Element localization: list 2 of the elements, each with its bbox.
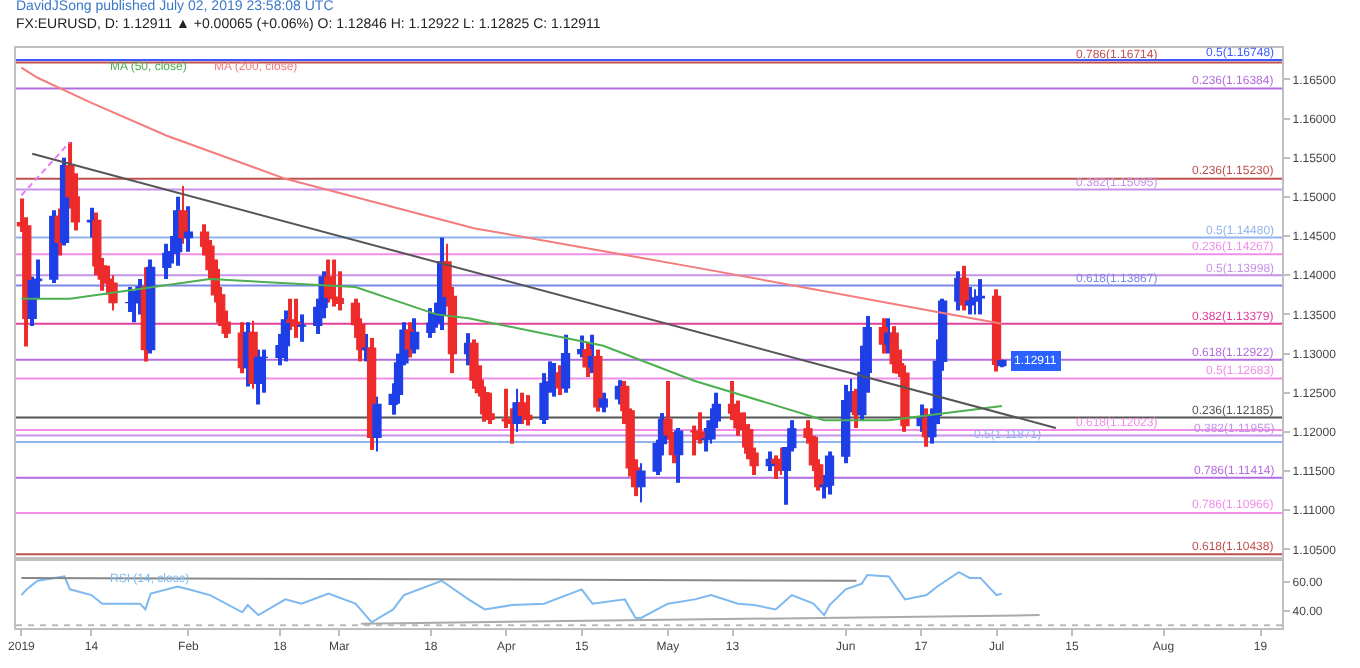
- line-series: [20, 571, 1003, 624]
- candlestick: [296, 314, 307, 342]
